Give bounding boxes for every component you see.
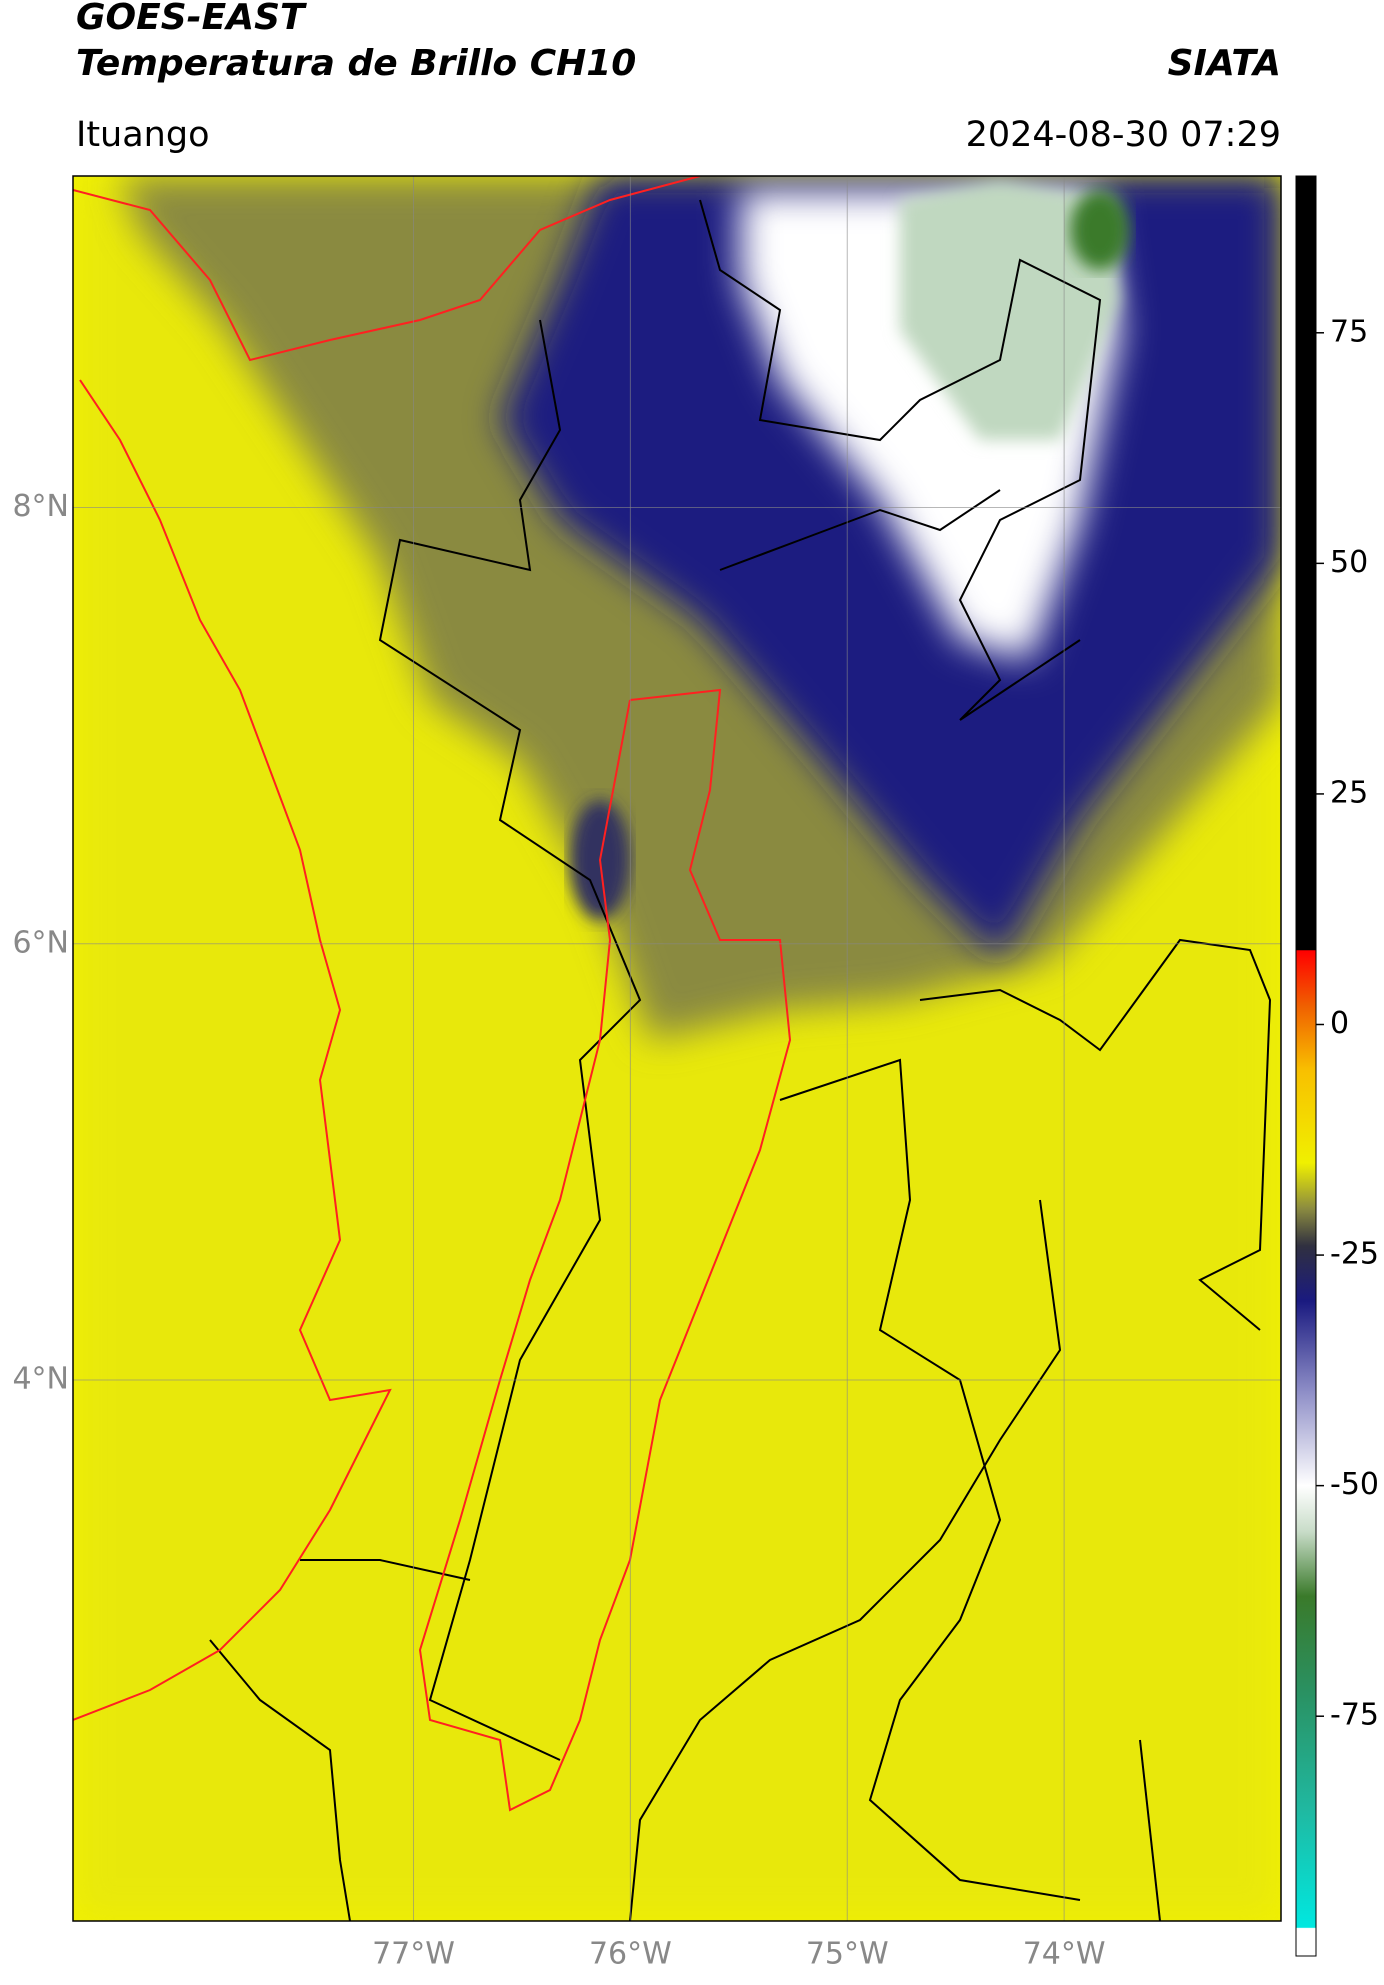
x-tick-label: 76°W [589, 1937, 672, 1972]
grid [73, 176, 1281, 1921]
subtitle: Temperatura de Brillo CH10 [76, 43, 636, 84]
colorbar-tick-label: 25 [1330, 775, 1368, 810]
x-tick-label: 75°W [806, 1937, 889, 1972]
colorbar [1295, 175, 1317, 1957]
datetime: 2024-08-30 07:29 [966, 115, 1281, 155]
x-tick-label: 74°W [1023, 1937, 1106, 1972]
colorbar-tick-label: 0 [1330, 1006, 1349, 1041]
colorbar-tick-label: -50 [1330, 1467, 1379, 1502]
colorbar-tick-label: 50 [1330, 545, 1368, 580]
colorbar-tick-label: -75 [1330, 1698, 1379, 1733]
map-frame [72, 175, 1282, 1922]
y-tick-label: 6°N [12, 925, 69, 960]
location: Ituango [76, 115, 210, 155]
colorbar-tick-label: -25 [1330, 1237, 1379, 1272]
y-tick-label: 8°N [12, 489, 69, 524]
x-tick-label: 77°W [372, 1937, 455, 1972]
y-tick-label: 4°N [12, 1362, 69, 1397]
map-image [73, 176, 1281, 1921]
title: GOES-EAST [76, 0, 307, 38]
colorbar-tick-label: 75 [1330, 314, 1368, 349]
source: SIATA [1168, 43, 1281, 84]
